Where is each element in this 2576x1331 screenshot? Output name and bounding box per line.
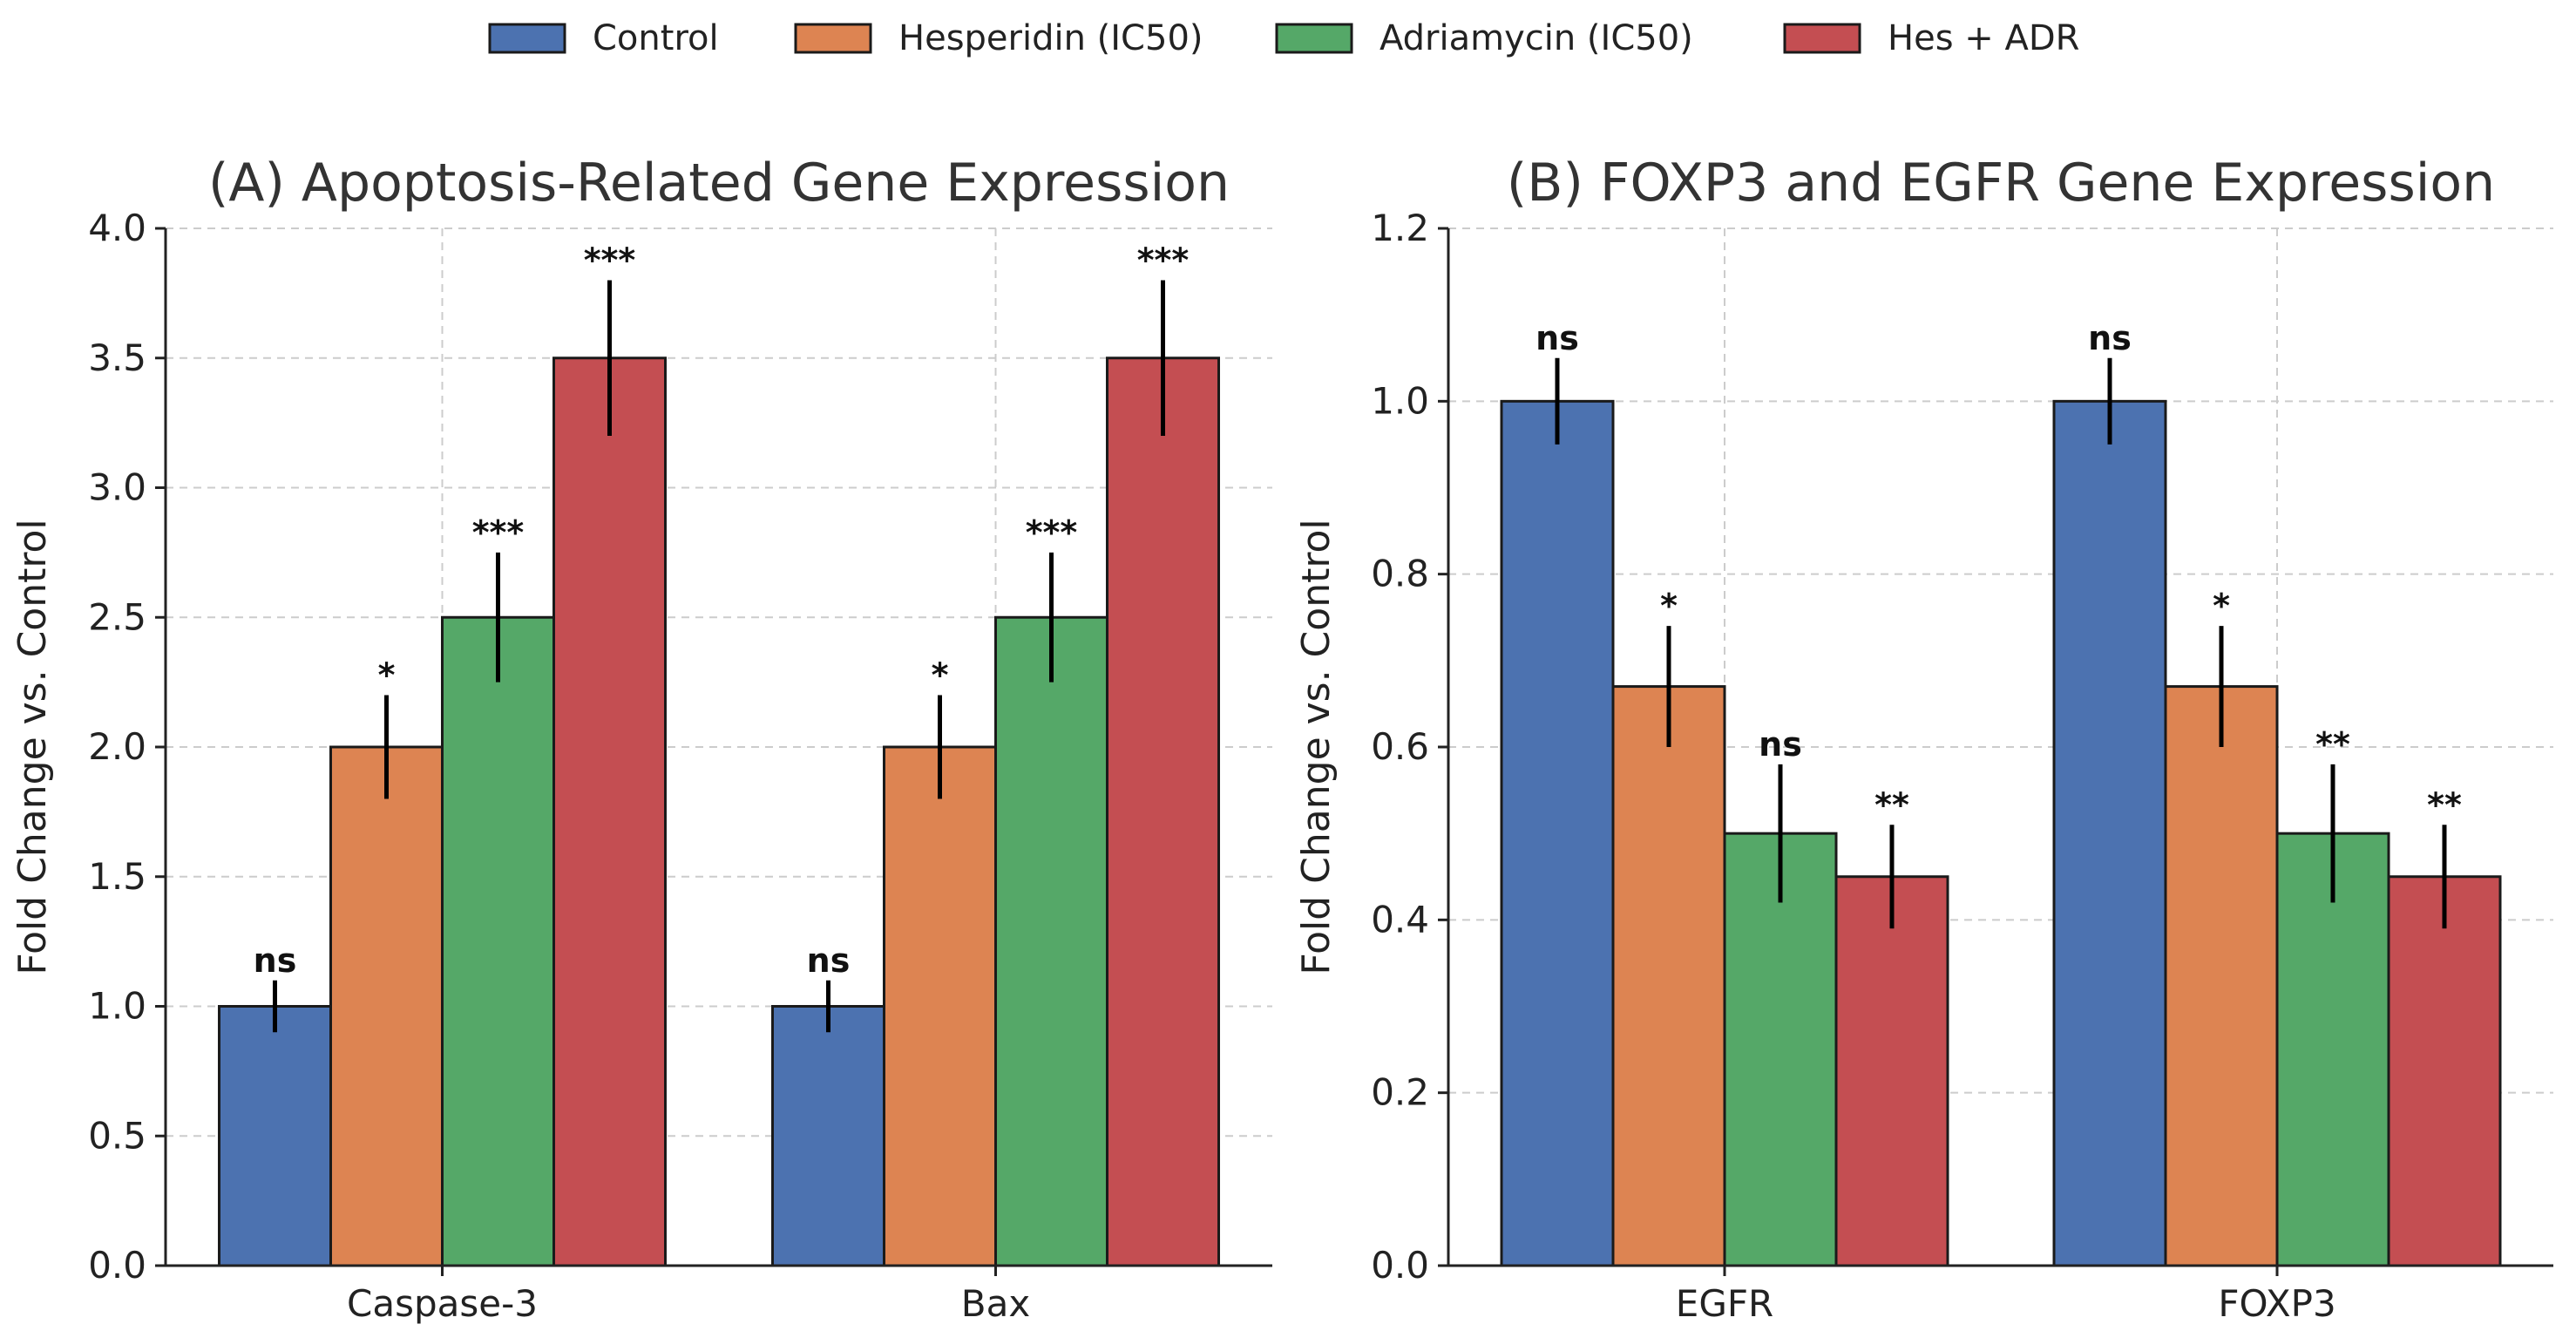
significance-label-foxp3-control: ns <box>2088 319 2132 357</box>
x-tick-label-caspase-3: Caspase-3 <box>347 1282 538 1325</box>
legend-label-control: Control <box>593 18 719 58</box>
legend-label-adriamycin-ic50: Adriamycin (IC50) <box>1380 18 1693 58</box>
y-axis-title: Fold Change vs. Control <box>1294 519 1339 974</box>
significance-label-foxp3-hes-adr: ** <box>2427 785 2462 824</box>
significance-label-bax-adriamycin-ic50: *** <box>1026 513 1078 552</box>
bar-bax-hes-adr <box>1106 357 1220 1267</box>
y-tick-label: 1.2 <box>1371 207 1429 249</box>
bar-foxp3-control <box>2052 399 2167 1267</box>
significance-label-egfr-adriamycin-ic50: ns <box>1759 725 1802 764</box>
bar-caspase-3-hesperidin-ic50 <box>329 745 444 1267</box>
significance-label-bax-hesperidin-ic50: * <box>932 656 949 695</box>
bar-egfr-hesperidin-ic50 <box>1611 685 1726 1267</box>
significance-label-caspase-3-control: ns <box>254 941 297 980</box>
legend-swatch-adriamycin-ic50 <box>1275 23 1353 54</box>
significance-label-caspase-3-adriamycin-ic50: *** <box>472 513 525 552</box>
significance-label-egfr-hes-adr: ** <box>1874 785 1909 824</box>
significance-label-caspase-3-hes-adr: *** <box>584 241 636 280</box>
y-tick-label: 0.6 <box>1371 725 1429 768</box>
bar-bax-hesperidin-ic50 <box>883 745 997 1267</box>
bar-caspase-3-hes-adr <box>552 357 667 1267</box>
y-tick-label: 0.4 <box>1371 898 1429 941</box>
bar-bax-control <box>771 1005 885 1267</box>
x-tick-label-bax: Bax <box>961 1282 1030 1325</box>
y-tick-label: 3.0 <box>88 466 146 509</box>
bar-caspase-3-control <box>218 1005 332 1267</box>
bar-bax-adriamycin-ic50 <box>994 615 1108 1267</box>
y-tick-label: 0.0 <box>88 1244 146 1287</box>
y-tick-label: 1.5 <box>88 855 146 898</box>
x-tick-label-egfr: EGFR <box>1676 1282 1773 1325</box>
chart-title: (A) Apoptosis-Related Gene Expression <box>208 153 1230 214</box>
bar-egfr-hes-adr <box>1834 875 1949 1267</box>
y-tick-label: 2.5 <box>88 595 146 638</box>
legend-swatch-control <box>488 23 566 54</box>
y-tick-label: 0.8 <box>1371 553 1429 595</box>
significance-label-bax-hes-adr: *** <box>1137 241 1190 280</box>
bar-caspase-3-adriamycin-ic50 <box>441 615 555 1267</box>
significance-label-egfr-control: ns <box>1535 319 1579 357</box>
legend-label-hesperidin-ic50: Hesperidin (IC50) <box>898 18 1203 58</box>
significance-label-caspase-3-hesperidin-ic50: * <box>378 656 396 695</box>
significance-label-foxp3-hesperidin-ic50: * <box>2213 587 2230 625</box>
legend-swatch-hes-adr <box>1783 23 1861 54</box>
y-tick-label: 0.0 <box>1371 1244 1429 1287</box>
y-tick-label: 4.0 <box>88 207 146 249</box>
significance-label-foxp3-adriamycin-ic50: ** <box>2315 725 2350 764</box>
y-tick-label: 2.0 <box>88 725 146 768</box>
legend-swatch-hesperidin-ic50 <box>794 23 872 54</box>
bar-foxp3-hes-adr <box>2387 875 2502 1267</box>
bar-foxp3-hesperidin-ic50 <box>2164 685 2279 1267</box>
chart-title: (B) FOXP3 and EGFR Gene Expression <box>1507 153 2495 214</box>
chart-legend: Control Hesperidin (IC50) Adriamycin (IC50… <box>488 18 2079 58</box>
significance-label-egfr-hesperidin-ic50: * <box>1660 587 1678 625</box>
y-axis-title: Fold Change vs. Control <box>10 519 55 974</box>
x-tick-label-foxp3: FOXP3 <box>2218 1282 2335 1325</box>
y-tick-label: 3.5 <box>88 336 146 379</box>
bar-egfr-control <box>1500 399 1615 1267</box>
y-tick-label: 1.0 <box>88 985 146 1028</box>
significance-label-bax-control: ns <box>807 941 851 980</box>
y-tick-label: 0.5 <box>88 1114 146 1157</box>
y-tick-label: 0.2 <box>1371 1071 1429 1114</box>
legend-label-hes-adr: Hes + ADR <box>1888 18 2079 58</box>
y-tick-label: 1.0 <box>1371 379 1429 422</box>
panel-apoptosis-gene-expression: ns ns* **** ****** ***0.00.51.01.52.02.53.03… <box>10 153 1272 1325</box>
